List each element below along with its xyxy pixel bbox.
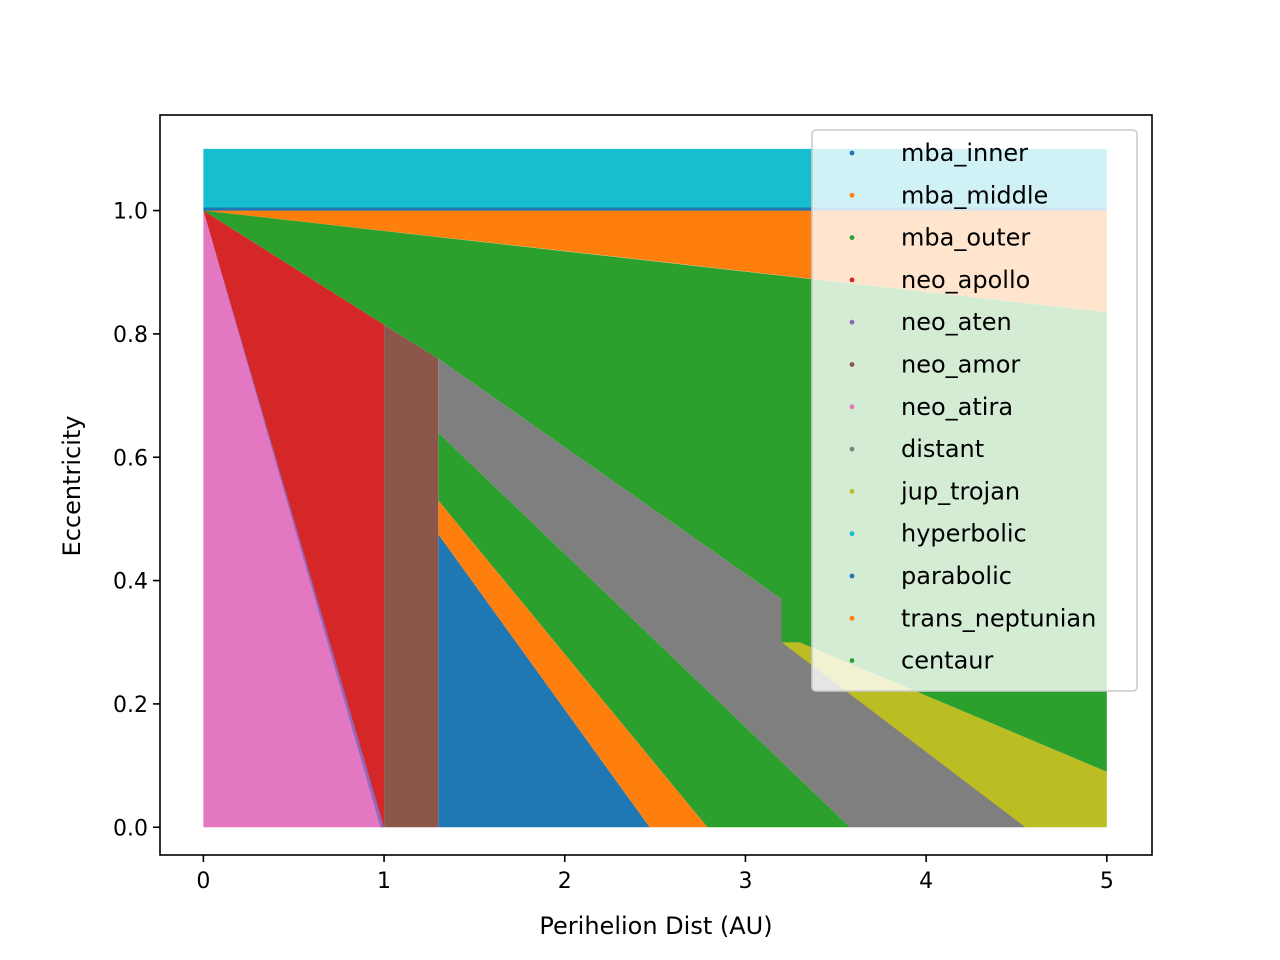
legend-marker-hyperbolic <box>849 531 855 537</box>
legend: mba_inner mba_middle mba_outer neo_apollone… <box>811 129 1138 692</box>
y-axis-title: Eccentricity <box>58 416 86 557</box>
region-mba_outer <box>438 432 851 828</box>
legend-marker-trans_neptunian <box>849 615 855 621</box>
y-tick-label: 0.6 <box>113 446 148 471</box>
x-tick-label: 1 <box>377 869 391 894</box>
legend-marker-mba_outer <box>849 235 855 241</box>
legend-label-parabolic: parabolic <box>901 562 1012 590</box>
legend-marker-neo_amor <box>849 362 855 367</box>
legend-marker-neo_apollo <box>849 277 855 283</box>
legend-label-neo_aten: neo_aten <box>901 308 1012 336</box>
y-tick-label: 0.4 <box>113 570 148 595</box>
x-tick-label: 5 <box>1100 869 1114 894</box>
legend-marker-neo_atira <box>849 404 855 410</box>
plot-frame <box>159 114 1153 856</box>
x-axis-title: Perihelion Dist (AU) <box>539 912 772 940</box>
y-tick-label: 0.2 <box>113 693 148 718</box>
legend-marker-mba_middle <box>849 192 855 198</box>
region-neo_aten <box>203 210 385 828</box>
y-tick-label: 0.8 <box>113 323 148 348</box>
x-tick-label: 3 <box>738 869 752 894</box>
legend-label-mba_middle: mba_middle <box>901 181 1048 209</box>
region-neo_amor <box>384 324 439 828</box>
x-tick-label: 2 <box>558 869 572 894</box>
legend-label-mba_outer: mba_outer <box>901 224 1030 252</box>
x-tick-label: 0 <box>196 869 210 894</box>
legend-label-neo_amor: neo_amor <box>901 351 1020 379</box>
x-tick-label: 4 <box>919 869 933 894</box>
legend-label-hyperbolic: hyperbolic <box>901 520 1027 548</box>
legend-box <box>811 129 1138 692</box>
y-tick-label: 0.0 <box>113 816 148 841</box>
legend-label-jup_trojan: jup_trojan <box>900 477 1020 505</box>
legend-marker-mba_inner <box>849 150 855 156</box>
legend-marker-parabolic <box>849 573 855 579</box>
legend-label-neo_atira: neo_atira <box>901 393 1013 421</box>
region-neo_atira <box>203 210 381 828</box>
legend-marker-neo_aten <box>849 319 855 325</box>
legend-marker-jup_trojan <box>849 489 855 494</box>
legend-marker-distant <box>849 446 855 452</box>
legend-marker-centaur <box>849 658 855 663</box>
legend-label-mba_inner: mba_inner <box>901 139 1028 167</box>
y-tick-label: 1.0 <box>113 200 148 225</box>
legend-label-distant: distant <box>901 435 984 463</box>
legend-label-trans_neptunian: trans_neptunian <box>901 604 1096 632</box>
legend-label-centaur: centaur <box>901 647 994 675</box>
legend-label-neo_apollo: neo_apollo <box>901 266 1030 294</box>
